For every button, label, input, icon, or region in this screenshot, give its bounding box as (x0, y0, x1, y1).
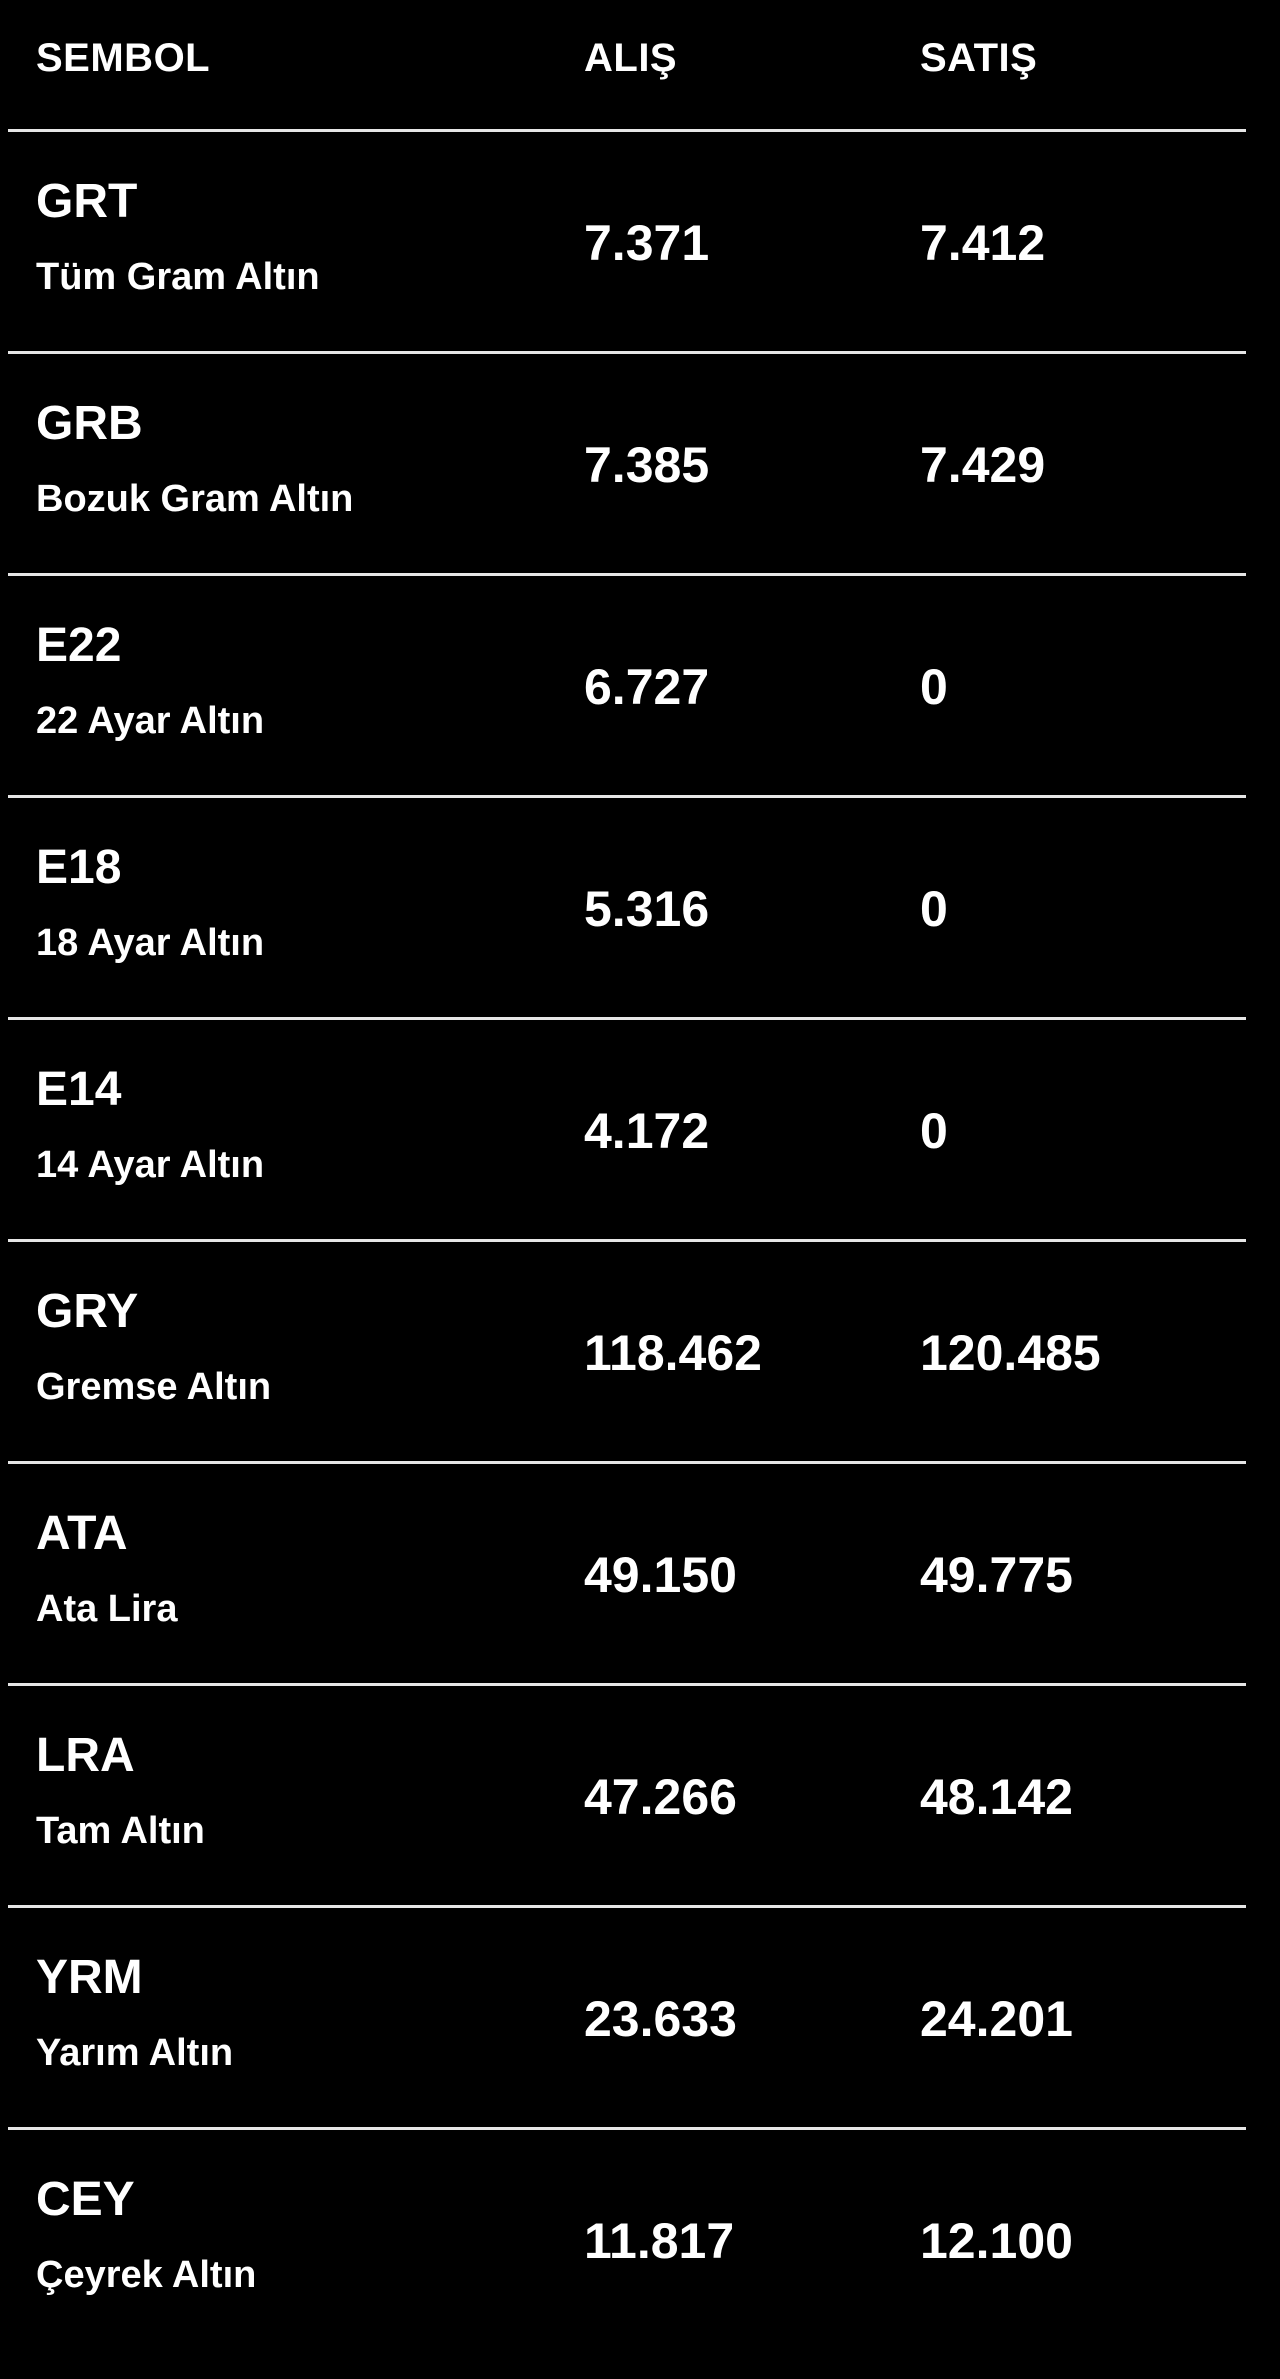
table-row[interactable]: LRA Tam Altın 47.266 48.142 (8, 1686, 1246, 1908)
row-buy-price: 47.266 (584, 1769, 737, 1825)
row-name: Bozuk Gram Altın (36, 478, 354, 520)
table-row[interactable]: GRY Gremse Altın 118.462 120.485 (8, 1242, 1246, 1464)
table-row[interactable]: YRM Yarım Altın 23.633 24.201 (8, 1908, 1246, 2130)
row-buy-price: 7.371 (584, 215, 710, 271)
row-sell-price: 0 (920, 659, 948, 715)
gold-price-table: SEMBOL ALIŞ SATIŞ GRT Tüm Gram Altın 7.3… (8, 0, 1246, 2349)
row-buy-price: 6.727 (584, 659, 710, 715)
row-sell-price: 48.142 (920, 1769, 1073, 1825)
table-header: SEMBOL ALIŞ SATIŞ (8, 0, 1246, 132)
table-row[interactable]: E18 18 Ayar Altın 5.316 0 (8, 798, 1246, 1020)
row-sell-price: 49.775 (920, 1547, 1073, 1603)
row-buy-price: 5.316 (584, 881, 710, 937)
row-buy-price: 49.150 (584, 1547, 737, 1603)
row-symbol: GRT (36, 175, 138, 228)
row-sell-price: 7.412 (920, 215, 1046, 271)
row-name: Tüm Gram Altın (36, 256, 320, 298)
row-symbol: E14 (36, 1063, 122, 1116)
row-name: Çeyrek Altın (36, 2254, 257, 2296)
row-symbol: GRB (36, 397, 143, 450)
header-buy: ALIŞ (584, 36, 678, 80)
row-buy-price: 4.172 (584, 1103, 710, 1159)
row-sell-price: 24.201 (920, 1991, 1073, 2047)
table-row[interactable]: GRT Tüm Gram Altın 7.371 7.412 (8, 132, 1246, 354)
row-buy-price: 118.462 (584, 1325, 762, 1381)
row-sell-price: 120.485 (920, 1325, 1101, 1381)
row-symbol: CEY (36, 2173, 135, 2226)
row-symbol: E18 (36, 841, 122, 894)
row-symbol: E22 (36, 619, 122, 672)
row-name: Gremse Altın (36, 1366, 272, 1408)
table-row[interactable]: CEY Çeyrek Altın 11.817 12.100 (8, 2130, 1246, 2349)
row-symbol: LRA (36, 1729, 135, 1782)
table-row[interactable]: E14 14 Ayar Altın 4.172 0 (8, 1020, 1246, 1242)
table-row[interactable]: ATA Ata Lira 49.150 49.775 (8, 1464, 1246, 1686)
row-name: Yarım Altın (36, 2032, 234, 2074)
row-sell-price: 0 (920, 1103, 948, 1159)
row-sell-price: 12.100 (920, 2213, 1073, 2269)
row-sell-price: 7.429 (920, 437, 1046, 493)
row-symbol: GRY (36, 1285, 139, 1338)
row-symbol: ATA (36, 1507, 128, 1560)
row-buy-price: 7.385 (584, 437, 710, 493)
row-name: Ata Lira (36, 1588, 178, 1630)
row-buy-price: 23.633 (584, 1991, 737, 2047)
header-sell: SATIŞ (920, 36, 1038, 80)
table-row[interactable]: E22 22 Ayar Altın 6.727 0 (8, 576, 1246, 798)
row-buy-price: 11.817 (584, 2213, 735, 2269)
row-name: 18 Ayar Altın (36, 922, 265, 964)
table-row[interactable]: GRB Bozuk Gram Altın 7.385 7.429 (8, 354, 1246, 576)
header-symbol: SEMBOL (36, 36, 211, 80)
row-name: Tam Altın (36, 1810, 205, 1852)
row-name: 14 Ayar Altın (36, 1144, 265, 1186)
row-symbol: YRM (36, 1951, 143, 2004)
row-name: 22 Ayar Altın (36, 700, 265, 742)
row-sell-price: 0 (920, 881, 948, 937)
